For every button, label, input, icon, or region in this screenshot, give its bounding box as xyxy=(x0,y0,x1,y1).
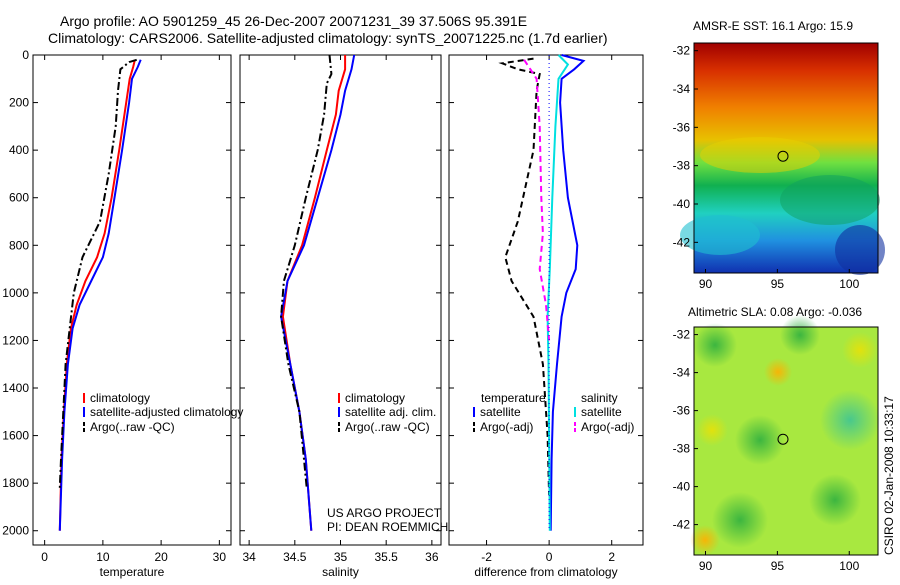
x-tick-label: 100 xyxy=(839,559,859,573)
y-tick-label: 600 xyxy=(9,191,29,205)
plot-frame xyxy=(239,54,442,546)
sla-map-texture xyxy=(820,390,880,450)
y-tick-label: 800 xyxy=(9,238,29,252)
x-tick-label: 35 xyxy=(334,550,348,564)
y-tick-label: 200 xyxy=(9,96,29,110)
x-tick-label: 30 xyxy=(213,550,227,564)
csiro-timestamp: CSIRO 02-Jan-2008 10:33:17 xyxy=(882,396,896,555)
x-tick-label: 36 xyxy=(425,550,439,564)
x-tick-label: 35.5 xyxy=(375,550,399,564)
sla-map-texture xyxy=(735,415,785,465)
sla-map-title: Altimetric SLA: 0.08 Argo: -0.036 xyxy=(688,305,862,319)
x-tick-label: 20 xyxy=(154,550,168,564)
y-tick-label: -36 xyxy=(673,404,691,418)
map-frame xyxy=(693,326,879,556)
y-tick-label: -32 xyxy=(673,44,691,58)
series-line xyxy=(523,59,551,341)
x-tick-label: -2 xyxy=(481,550,492,564)
y-tick-label: 400 xyxy=(9,143,29,157)
sla-map: Altimetric SLA: 0.08 Argo: -0.036 90 95 10… xyxy=(673,305,880,573)
sst-map-texture xyxy=(780,175,880,225)
y-tick-label: -42 xyxy=(673,235,691,249)
x-tick-label: 34 xyxy=(242,550,256,564)
sst-map-texture xyxy=(700,137,820,173)
legend-label: Argo(-adj) xyxy=(480,420,533,434)
legend-label: satellite adj. clim. xyxy=(345,405,436,419)
legend-label: climatology xyxy=(90,391,150,405)
sla-map-texture xyxy=(780,315,820,355)
y-tick-label: -36 xyxy=(673,120,691,134)
sst-map-title: AMSR-E SST: 16.1 Argo: 15.9 xyxy=(693,19,853,33)
legend-title: temperature xyxy=(481,391,546,405)
x-axis-label: salinity xyxy=(322,565,359,579)
figure-title-line1: Argo profile: AO 5901259_45 26-Dec-2007 … xyxy=(60,13,527,29)
x-tick-label: 95 xyxy=(771,559,785,573)
series-line xyxy=(58,58,137,488)
x-tick-label: 10 xyxy=(96,550,110,564)
y-tick-label: -40 xyxy=(673,197,691,211)
y-tick-label: -34 xyxy=(673,366,691,380)
series-line xyxy=(280,54,333,488)
legend-label: Argo(..raw -QC) xyxy=(345,420,430,434)
x-tick-label: 0 xyxy=(546,550,553,564)
x-tick-label: 95 xyxy=(771,277,785,291)
project-label-line2: PI: DEAN ROEMMICH xyxy=(327,520,448,534)
y-tick-label: -34 xyxy=(673,82,691,96)
series-line xyxy=(281,55,347,531)
y-tick-label: 1400 xyxy=(2,381,29,395)
x-tick-label: 90 xyxy=(699,559,713,573)
temperature-panel: 0 10 20 30 0 200 400 600 800 1000 1200 1400 1600 1800… xyxy=(2,48,243,579)
y-tick-label: -42 xyxy=(673,518,691,532)
sla-map-texture xyxy=(842,332,878,368)
legend-label: satellite xyxy=(581,405,622,419)
y-tick-label: 1600 xyxy=(2,429,29,443)
legend-label: Argo(-adj) xyxy=(581,420,634,434)
y-tick-label: 2000 xyxy=(2,524,29,538)
legend-title: salinity xyxy=(581,391,618,405)
y-tick-label: 0 xyxy=(22,48,29,62)
x-tick-label: 34.5 xyxy=(283,550,307,564)
argo-location-marker xyxy=(777,433,789,445)
series-line xyxy=(58,59,136,531)
y-tick-label: -40 xyxy=(673,480,691,494)
x-axis-label: temperature xyxy=(100,565,165,579)
project-label-line1: US ARGO PROJECT xyxy=(327,506,442,520)
sla-map-texture xyxy=(809,474,861,526)
legend-label: satellite-adjusted climatology xyxy=(90,405,243,419)
y-tick-label: -38 xyxy=(673,442,691,456)
sla-map-texture xyxy=(764,358,792,386)
y-tick-label: 1200 xyxy=(2,333,29,347)
y-tick-label: -38 xyxy=(673,159,691,173)
y-tick-label: 1000 xyxy=(2,286,29,300)
legend-label: climatology xyxy=(345,391,405,405)
y-tick-label: -32 xyxy=(673,328,691,342)
map-frame xyxy=(693,42,879,274)
sla-map-texture xyxy=(696,414,728,446)
sla-map-texture xyxy=(693,323,737,367)
series-line xyxy=(280,54,356,531)
series-line xyxy=(498,57,551,496)
plot-frame xyxy=(32,54,232,546)
sla-map-texture xyxy=(712,492,768,548)
sst-map-texture xyxy=(680,215,760,255)
figure-title-line2: Climatology: CARS2006. Satellite-adjuste… xyxy=(48,30,608,46)
argo-location-marker xyxy=(777,150,789,162)
x-axis-label: difference from climatology xyxy=(474,565,617,579)
sst-map-texture xyxy=(835,225,885,275)
legend-label: Argo(..raw -QC) xyxy=(90,420,175,434)
plot-frame xyxy=(448,54,644,546)
x-tick-label: 100 xyxy=(839,277,859,291)
salinity-panel: 34 34.5 35 35.5 36 salinity climatologysatelli… xyxy=(239,54,442,579)
sst-map: AMSR-E SST: 16.1 Argo: 15.9 90 95 100 -32 -3… xyxy=(673,19,885,291)
x-tick-label: 2 xyxy=(608,550,615,564)
y-tick-label: 1800 xyxy=(2,476,29,490)
legend-label: satellite xyxy=(480,405,521,419)
x-tick-label: 90 xyxy=(699,277,713,291)
x-tick-label: 0 xyxy=(41,550,48,564)
series-line xyxy=(58,59,142,531)
series-line xyxy=(549,54,586,531)
sla-map-texture xyxy=(690,525,720,555)
